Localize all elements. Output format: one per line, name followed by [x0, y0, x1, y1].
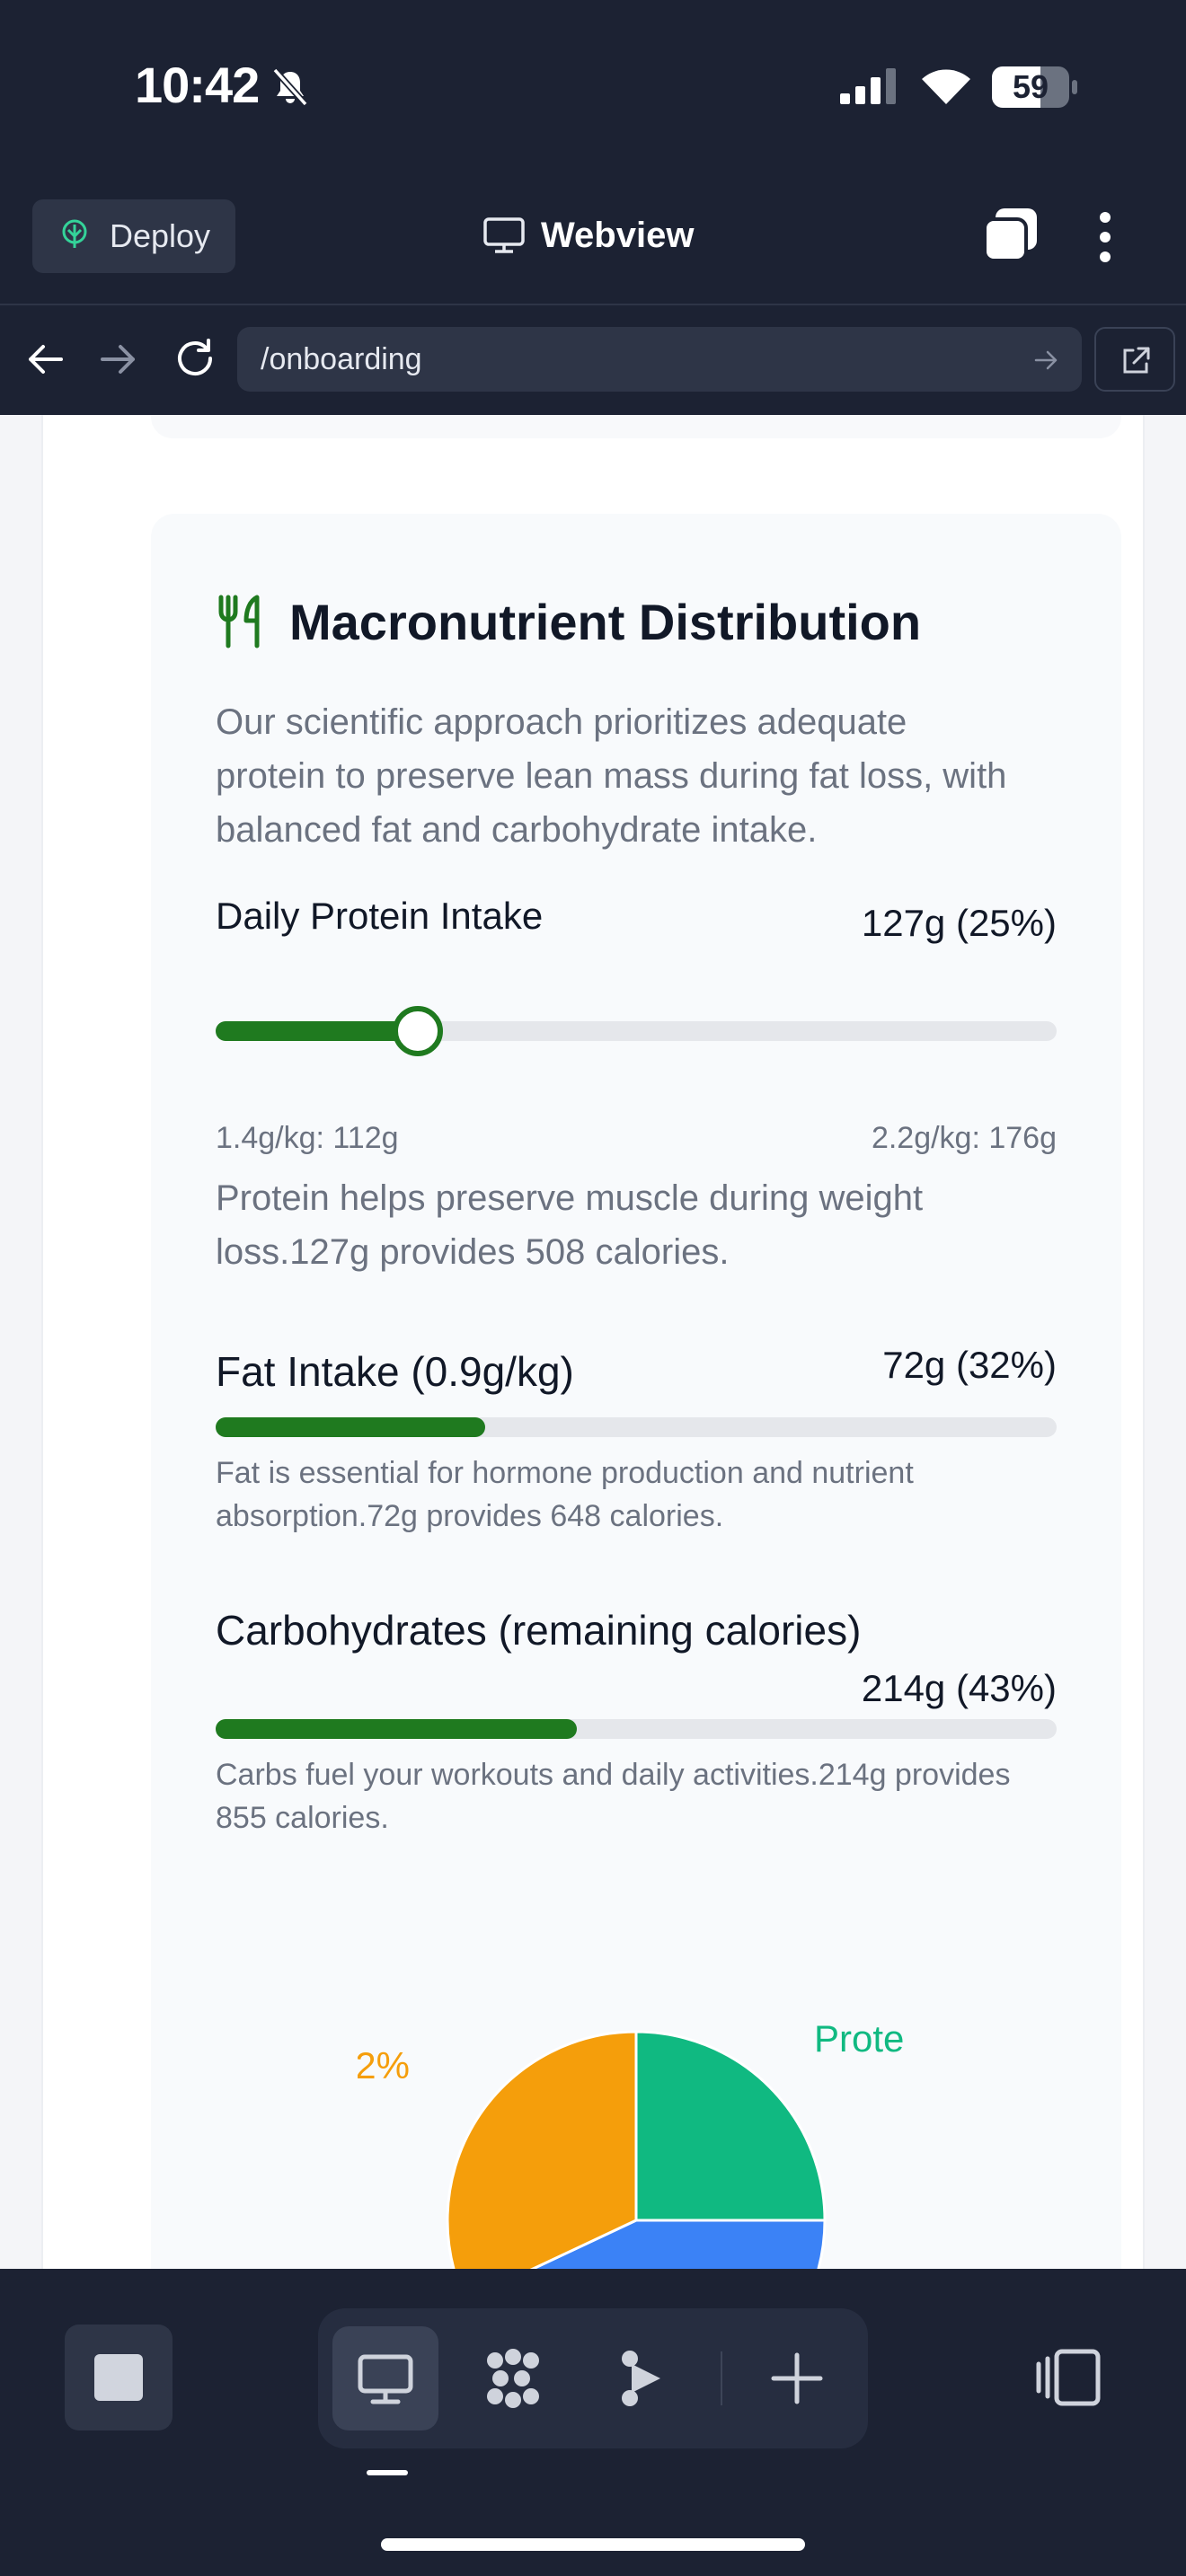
intro-text: Our scientific approach prioritizes adeq…: [216, 702, 1007, 850]
reload-icon[interactable]: [173, 336, 217, 381]
macronutrient-card: Macronutrient Distribution Our scientifi…: [151, 514, 1121, 2269]
carbs-progress-bar: [216, 1719, 1057, 1739]
deploy-button[interactable]: Deploy: [32, 199, 235, 273]
view-switcher: [318, 2308, 868, 2448]
plus-icon: [771, 2352, 823, 2404]
protein-label: Daily Protein Intake: [216, 895, 544, 937]
section-header: Macronutrient Distribution: [216, 589, 921, 654]
battery-icon: [992, 66, 1077, 108]
toolbar-divider: [721, 2351, 722, 2405]
deploy-label: Deploy: [110, 217, 211, 254]
url-path: /onboarding: [261, 342, 422, 376]
stop-icon: [94, 2354, 143, 2401]
app-header: Deploy Webview: [0, 180, 1186, 305]
bottom-toolbar: [0, 2269, 1186, 2576]
carbs-value: 214g (43%): [861, 1667, 1057, 1709]
pie-label-0: Prote: [814, 2017, 904, 2060]
panel-icon[interactable]: [1031, 2346, 1103, 2409]
webview-content: Macronutrient Distribution Our scientifi…: [0, 415, 1186, 2269]
webview-mode-button[interactable]: [332, 2326, 438, 2430]
header-title: Webview: [541, 215, 695, 255]
url-input[interactable]: /onboarding: [237, 327, 1082, 392]
add-button[interactable]: [744, 2326, 850, 2430]
protein-max-label: 2.2g/kg: 176g: [871, 1121, 1057, 1155]
previous-section-card: [151, 415, 1121, 438]
preview-mode-button[interactable]: [588, 2326, 694, 2430]
apps-mode-button[interactable]: [460, 2326, 566, 2430]
fat-progress-bar: [216, 1417, 1057, 1437]
carbs-label: Carbohydrates (remaining calories): [216, 1607, 862, 1654]
pie-chart-svg: Prote 2%: [355, 2017, 904, 2269]
deploy-icon: [62, 219, 87, 248]
stop-button[interactable]: [65, 2325, 173, 2430]
pie-label-1: 2%: [355, 2044, 410, 2086]
home-indicator: [381, 2538, 805, 2551]
carbs-note: Carbs fuel your workouts and daily activ…: [216, 1758, 1011, 1835]
monitor-icon: [483, 217, 525, 253]
protein-slider-thumb[interactable]: [392, 1006, 443, 1056]
pie-slice-carbs: [529, 2219, 827, 2269]
external-link-icon: [1123, 347, 1150, 374]
page-card: Macronutrient Distribution Our scientifi…: [41, 415, 1145, 2269]
bell-muted-icon: [272, 67, 308, 107]
back-arrow-icon[interactable]: [25, 340, 65, 379]
pie-slice-protein: [634, 2030, 827, 2222]
utensils-icon: [218, 595, 260, 648]
webview-title: Webview: [483, 207, 694, 264]
go-arrow-icon[interactable]: [1033, 347, 1060, 374]
fat-note: Fat is essential for hormone production …: [216, 1456, 914, 1533]
fat-value: 72g (32%): [882, 1344, 1057, 1386]
pie-slice-fat: [446, 2030, 638, 2269]
section-title: Macronutrient Distribution: [289, 593, 922, 650]
wifi-icon: [922, 69, 970, 104]
carbs-progress-fill: [216, 1719, 578, 1739]
url-bar: /onboarding: [0, 307, 1186, 415]
play-branch-icon: [622, 2351, 660, 2406]
battery-level: 59: [1012, 68, 1049, 105]
macro-pie-chart: Prote 2%: [250, 1978, 1022, 2269]
open-external-button[interactable]: [1094, 327, 1175, 392]
monitor-icon: [358, 2354, 413, 2404]
protein-slider-fill: [216, 1021, 418, 1041]
protein-value: 127g (25%): [861, 902, 1057, 944]
status-bar: 10:42 59: [0, 0, 1186, 180]
grid-dots-icon: [487, 2349, 539, 2408]
more-options-icon[interactable]: [1089, 210, 1121, 264]
active-tab-indicator: [367, 2470, 408, 2475]
protein-min-label: 1.4g/kg: 112g: [216, 1121, 399, 1155]
fat-label: Fat Intake (0.9g/kg): [216, 1348, 574, 1395]
fat-progress-fill: [216, 1417, 485, 1437]
status-time: 10:42: [135, 57, 260, 113]
forward-arrow-icon[interactable]: [99, 340, 138, 379]
protein-note: Protein helps preserve muscle during wei…: [216, 1178, 924, 1272]
tabs-icon[interactable]: [983, 207, 1039, 262]
cell-signal-icon: [840, 68, 896, 104]
protein-slider[interactable]: [216, 1006, 1057, 1056]
